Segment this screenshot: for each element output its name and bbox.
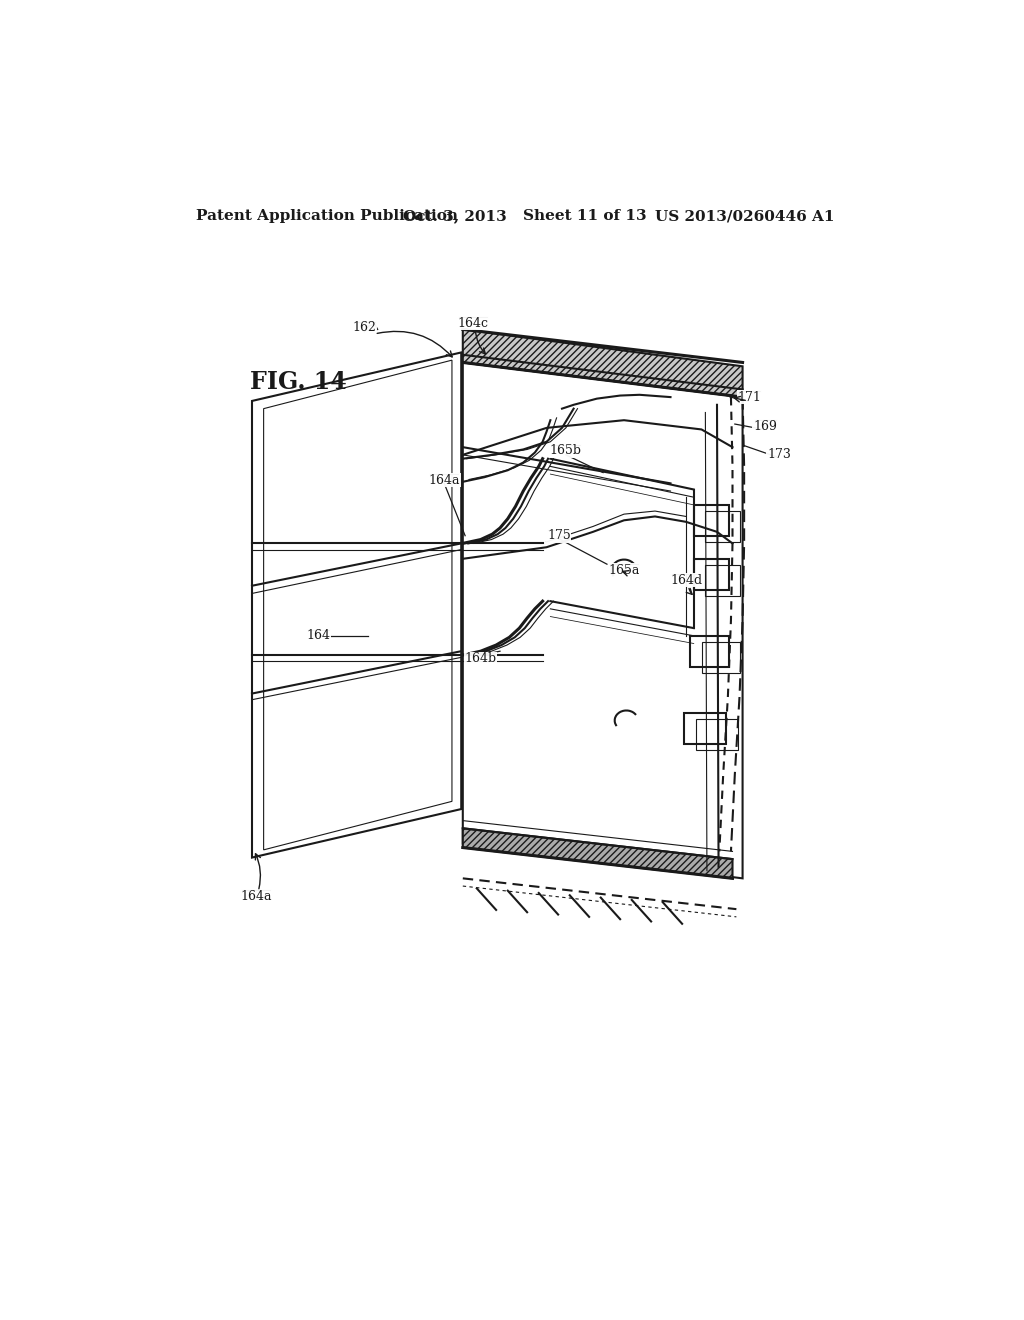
Text: US 2013/0260446 A1: US 2013/0260446 A1 bbox=[655, 209, 835, 223]
Text: 164c: 164c bbox=[458, 317, 488, 330]
Text: FIG. 14: FIG. 14 bbox=[251, 370, 347, 393]
Text: 164b: 164b bbox=[465, 652, 497, 665]
Text: 165b: 165b bbox=[550, 445, 582, 458]
Polygon shape bbox=[463, 829, 732, 878]
Text: 165a: 165a bbox=[608, 564, 640, 577]
Text: 169: 169 bbox=[753, 420, 777, 433]
Text: Oct. 3, 2013: Oct. 3, 2013 bbox=[403, 209, 507, 223]
Polygon shape bbox=[463, 330, 742, 397]
Text: 173: 173 bbox=[767, 449, 791, 462]
Text: 164d: 164d bbox=[670, 574, 702, 587]
Text: Sheet 11 of 13: Sheet 11 of 13 bbox=[523, 209, 647, 223]
Text: 164: 164 bbox=[306, 630, 331, 643]
Text: 171: 171 bbox=[737, 391, 762, 404]
Text: 175: 175 bbox=[547, 529, 570, 543]
Text: 162: 162 bbox=[352, 321, 376, 334]
Text: 164a: 164a bbox=[428, 474, 460, 487]
Text: Patent Application Publication: Patent Application Publication bbox=[197, 209, 458, 223]
Text: 164a: 164a bbox=[240, 890, 271, 903]
